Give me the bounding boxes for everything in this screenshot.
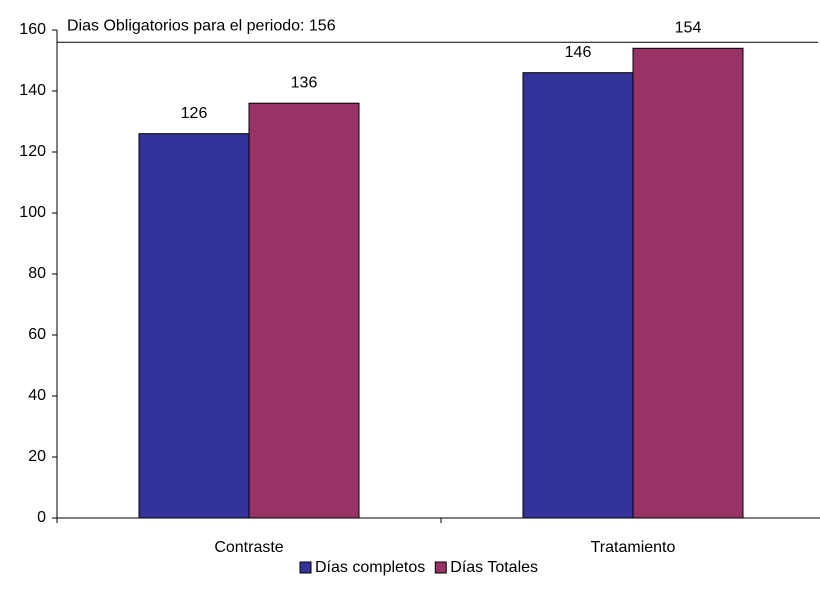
y-tick-label: 140 xyxy=(19,82,46,99)
y-tick-label: 160 xyxy=(19,21,46,38)
reference-label: Dias Obligatorios para el periodo: 156 xyxy=(67,17,336,34)
bar xyxy=(522,72,634,519)
legend-swatch xyxy=(434,561,447,574)
y-tick-label: 60 xyxy=(28,326,46,343)
y-tick-label: 0 xyxy=(37,509,46,526)
y-tick-label: 120 xyxy=(19,143,46,160)
value-label: 136 xyxy=(291,74,318,91)
y-tick-label: 20 xyxy=(28,448,46,465)
y-tick-label: 40 xyxy=(28,387,46,404)
y-tick-label: 100 xyxy=(19,204,46,221)
legend-label: Días completos xyxy=(315,559,425,576)
y-tick-label: 80 xyxy=(28,265,46,282)
legend-label: Días Totales xyxy=(450,559,538,576)
value-label: 154 xyxy=(675,20,702,37)
value-label: 146 xyxy=(565,44,592,61)
bar xyxy=(248,102,360,519)
x-tick-label: Tratamiento xyxy=(591,539,676,556)
bar xyxy=(138,133,250,519)
x-tick-label: Contraste xyxy=(214,539,283,556)
value-label: 126 xyxy=(181,105,208,122)
bar xyxy=(632,47,744,519)
legend-swatch xyxy=(299,561,312,574)
